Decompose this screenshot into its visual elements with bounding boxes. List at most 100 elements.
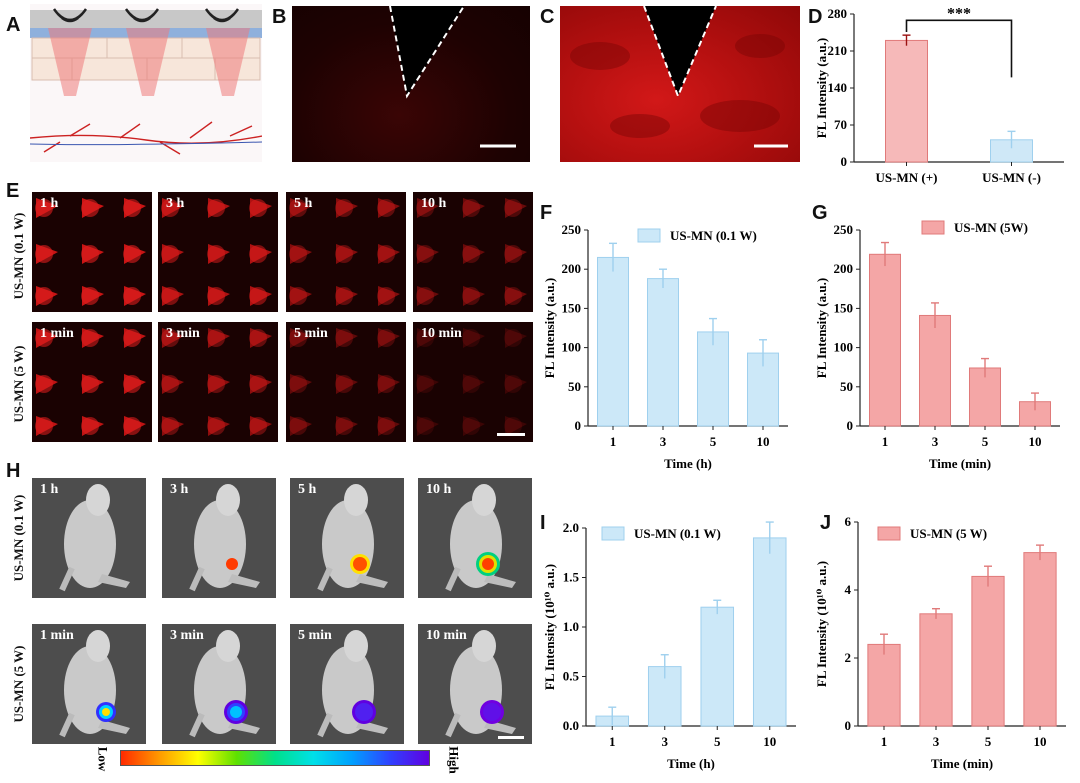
tile-time-label: 10 min [421, 326, 462, 341]
fluorescence-tile: 1 h [32, 192, 152, 312]
x-tick-label: US-MN (+) [876, 170, 938, 185]
tile-time-label: 1 min [40, 326, 74, 341]
y-tick-label: 6 [845, 514, 852, 529]
legend-swatch [921, 220, 945, 235]
x-tick-label: 5 [982, 434, 989, 449]
chart-f: 0 50 100 150 200 250 1 3 5 10 FL Intensity (a.u.) T… [542, 222, 788, 471]
bar [700, 606, 735, 727]
y-tick-label: 250 [834, 222, 854, 237]
y-tick-label: 4 [845, 582, 852, 597]
y-tick-label: 140 [828, 80, 848, 95]
bar [1023, 552, 1057, 727]
y-tick-label: 50 [568, 379, 581, 394]
fluorescence-tile: 10 h [413, 192, 533, 312]
ultrasound-wave-icon [52, 8, 240, 23]
y-axis-label: FL Intensity (10¹⁰ a.u.) [542, 564, 557, 690]
bar [969, 367, 1001, 427]
tile-time-label: 5 min [294, 326, 328, 341]
fluorescence-image-b [292, 6, 530, 162]
panel-label-c: C [540, 6, 555, 28]
y-tick-label: 150 [562, 300, 582, 315]
panel-label-g: G [812, 202, 828, 224]
y-tick-label: 280 [828, 6, 848, 21]
bar [919, 314, 951, 427]
y-axis-label: FL Intensity (10¹⁰ a.u.) [814, 561, 829, 687]
x-tick-label: 5 [714, 734, 721, 749]
row-label-high-power-e: US-MN (5 W) [11, 345, 26, 423]
x-axis-label: Time (min) [929, 456, 991, 471]
scale-bar [497, 433, 525, 436]
bar [919, 613, 953, 727]
mouse-image: 5 h [290, 478, 404, 598]
schematic-microneedle-diagram [30, 4, 262, 162]
colorbar-low-label: Low [95, 746, 111, 772]
x-tick-label: 1 [609, 734, 616, 749]
y-tick-label: 210 [828, 43, 848, 58]
chart-i: 0.0 0.5 1.0 1.5 2.0 1 3 5 10 FL Intensity (10¹⁰ a… [542, 520, 796, 771]
y-axis-label: FL Intensity (a.u.) [542, 278, 557, 378]
y-tick-label: 0.5 [563, 669, 580, 684]
scale-bar [498, 736, 524, 739]
tile-time-label: 10 h [421, 196, 447, 211]
mouse-time-label: 1 min [40, 628, 74, 643]
panel-label-j: J [820, 512, 832, 534]
fluorescence-tile: 5 h [286, 192, 406, 312]
mouse-image: 1 h [32, 478, 146, 598]
blood-vessels-icon [30, 121, 262, 155]
bar [752, 537, 787, 727]
y-tick-label: 0 [847, 418, 854, 433]
panel-label-i: I [540, 512, 546, 534]
significance-marker: *** [947, 5, 971, 22]
y-tick-label: 0 [841, 154, 848, 169]
y-tick-label: 2 [845, 650, 852, 665]
y-tick-label: 1.0 [563, 619, 579, 634]
x-tick-label: US-MN (-) [982, 170, 1041, 185]
legend-swatch [877, 526, 901, 541]
tile-time-label: 3 h [166, 196, 185, 211]
x-axis-label: Time (h) [664, 456, 712, 471]
fluorescence-tile: 1 min [32, 322, 152, 442]
y-tick-label: 0 [845, 718, 852, 733]
y-tick-label: 100 [834, 340, 854, 355]
x-tick-label: 10 [757, 434, 770, 449]
x-tick-label: 3 [660, 434, 667, 449]
chart-d: 0 70 140 210 280 US-MN (+) US-MN (-) FL Intensi… [814, 5, 1064, 185]
bar [885, 39, 928, 163]
fluorescence-image-c [560, 6, 800, 162]
panel-label-f: F [540, 202, 553, 224]
row-label-low-power-h: US-MN (0.1 W) [11, 494, 26, 582]
mouse-image: 5 min [290, 624, 404, 744]
legend-label: US-MN (5 W) [910, 526, 987, 541]
mouse-time-label: 10 h [426, 482, 452, 497]
x-tick-label: 3 [933, 734, 940, 749]
panel-label-d: D [808, 6, 823, 28]
chart-g: 0 50 100 150 200 250 1 3 5 10 FL Intensity (a.u.) T… [814, 220, 1060, 471]
x-tick-label: 1 [881, 734, 888, 749]
x-tick-label: 3 [932, 434, 939, 449]
y-tick-label: 50 [840, 379, 853, 394]
bar [869, 253, 901, 427]
tile-time-label: 3 min [166, 326, 200, 341]
panel-label-e: E [6, 180, 20, 202]
bar [867, 643, 901, 727]
mouse-time-label: 3 min [170, 628, 204, 643]
y-tick-label: 150 [834, 300, 854, 315]
significance-bracket [905, 19, 1013, 78]
mouse-image: 10 h [418, 478, 532, 598]
mouse-time-label: 10 min [426, 628, 467, 643]
x-tick-label: 5 [985, 734, 992, 749]
mouse-time-label: 5 min [298, 628, 332, 643]
fluorescence-tile: 10 min [413, 322, 533, 442]
row-label-low-power-e: US-MN (0.1 W) [11, 212, 26, 300]
legend-label: US-MN (5W) [954, 220, 1028, 235]
x-axis-label: Time (min) [931, 756, 993, 771]
panel-label-a: A [6, 14, 21, 36]
legend-swatch [637, 228, 661, 243]
x-tick-label: 10 [1029, 434, 1042, 449]
fluorescence-tile: 3 h [158, 192, 278, 312]
x-tick-label: 3 [662, 734, 669, 749]
y-tick-label: 200 [562, 261, 582, 276]
chart-j: 0 2 4 6 1 3 5 10 FL Intensity (10¹⁰ a.u.) Time (m… [814, 514, 1066, 771]
y-tick-label: 0 [575, 418, 582, 433]
x-tick-label: 10 [763, 734, 776, 749]
